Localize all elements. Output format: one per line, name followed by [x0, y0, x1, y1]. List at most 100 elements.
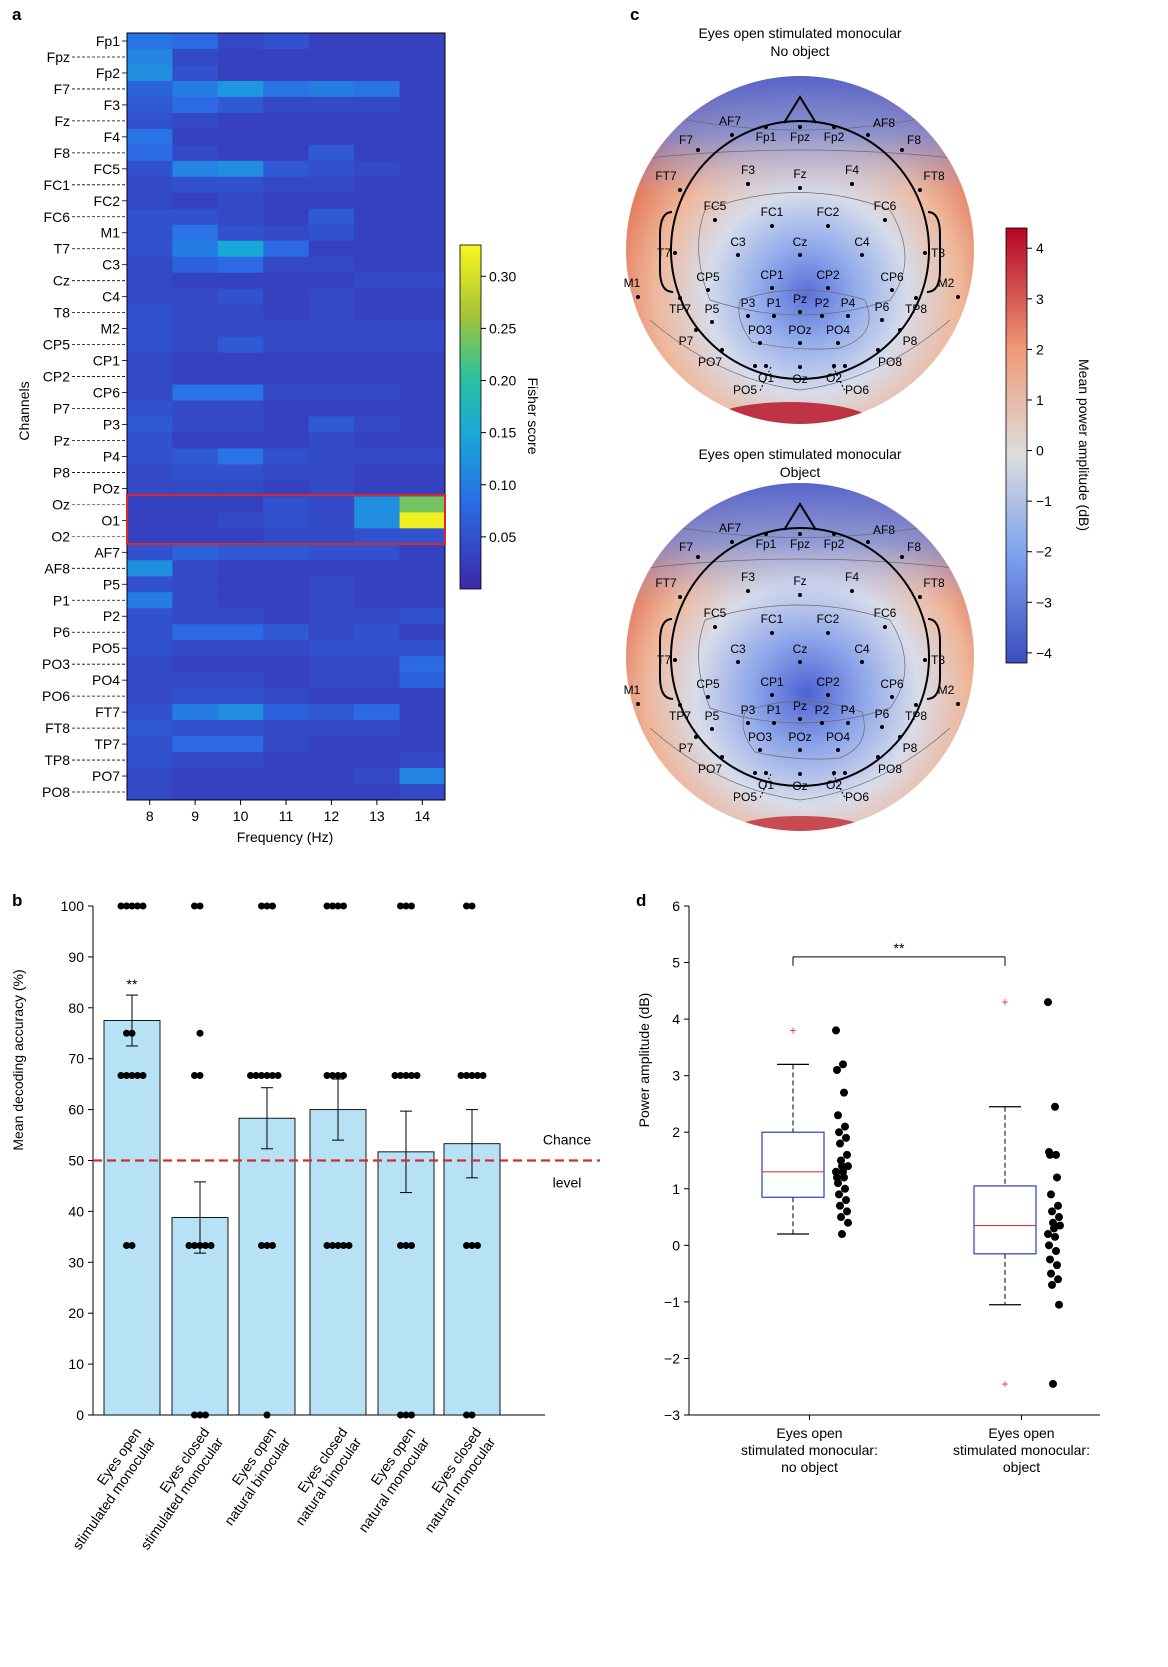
electrode-dot	[836, 748, 840, 752]
heatmap-cell	[399, 560, 446, 577]
heatmap-cell	[172, 720, 219, 737]
heatmap-cell	[217, 560, 264, 577]
heatmap-cell	[399, 80, 446, 98]
heatmap-cell	[263, 480, 310, 497]
heatmap-cell	[308, 176, 355, 194]
data-point	[128, 1242, 136, 1250]
data-point	[1055, 1213, 1063, 1222]
colorbar-tick-label: −1	[1036, 493, 1052, 509]
heatmap-cell	[263, 784, 310, 801]
heatmap-cell	[308, 224, 355, 242]
electrode-dot	[798, 186, 802, 190]
electrode-dot	[706, 288, 710, 292]
electrode-dot	[746, 314, 750, 318]
electrode-label: CP2	[816, 675, 840, 689]
heatmap-cell	[308, 496, 355, 513]
data-point	[1053, 1261, 1061, 1270]
heatmap-cell	[217, 592, 264, 609]
category-label-line: stimulated monocular:	[741, 1442, 878, 1458]
data-point	[1044, 998, 1052, 1007]
electrode-dot	[673, 658, 677, 662]
electrode-dot	[832, 771, 836, 775]
electrode-label: T8	[931, 653, 945, 667]
channel-label: FC5	[94, 161, 121, 177]
heatmap-cell	[172, 512, 219, 529]
heatmap-cell	[172, 560, 219, 577]
channel-label: Fz	[54, 113, 70, 129]
heatmap-cell	[127, 128, 173, 146]
electrode-dot	[876, 755, 880, 759]
data-point	[391, 1071, 399, 1079]
electrode-dot	[880, 725, 884, 729]
y-tick-label: −2	[664, 1350, 680, 1366]
heatmap-cell	[172, 352, 219, 369]
electrode-label: M2	[938, 276, 955, 290]
channel-label: P4	[103, 448, 120, 464]
electrode-dot	[850, 182, 854, 186]
electrode-label: CP6	[880, 270, 904, 284]
electrode-dot	[636, 295, 640, 299]
electrode-dot	[720, 348, 724, 352]
data-point	[117, 902, 125, 910]
data-point	[334, 1071, 342, 1079]
heatmap-cell	[263, 608, 310, 625]
colorbar-tick-label: 4	[1036, 240, 1044, 256]
heatmap-cell	[308, 736, 355, 753]
data-point	[840, 1088, 848, 1097]
heatmap-cell	[308, 288, 355, 306]
data-point	[329, 902, 336, 910]
electrode-label: Pz	[793, 292, 807, 306]
electrode-dot	[826, 224, 830, 228]
electrode-dot	[798, 748, 802, 752]
channel-label: O1	[101, 512, 120, 528]
heatmap-cell	[172, 33, 219, 50]
heatmap-cell	[399, 768, 446, 785]
heatmap-cell	[354, 688, 400, 705]
data-point	[1056, 1221, 1064, 1230]
heatmap-cell	[127, 192, 173, 210]
electrode-dot	[798, 125, 802, 129]
data-point	[835, 1190, 843, 1199]
electrode-label: C3	[730, 235, 746, 249]
electrode-label: AF7	[719, 521, 741, 535]
electrode-label: P8	[903, 741, 918, 755]
heatmap-cell	[217, 80, 264, 98]
electrode-label: P4	[841, 296, 856, 310]
electrode-label: CP6	[880, 677, 904, 691]
y-tick-label: 70	[68, 1051, 84, 1067]
heatmap-cell	[263, 176, 310, 194]
channel-label: TP7	[94, 736, 120, 752]
heatmap-cell	[399, 400, 446, 417]
colorbar-tick-label: 0.20	[489, 373, 516, 389]
heatmap-cell	[127, 496, 173, 513]
heatmap-cell	[308, 64, 355, 82]
heatmap-cell	[217, 400, 264, 417]
data-point	[1055, 1300, 1063, 1309]
heatmap-cell	[263, 560, 310, 577]
electrode-label: F4	[845, 570, 859, 584]
y-tick-label: 0	[76, 1407, 84, 1423]
data-point	[842, 1133, 850, 1142]
electrode-dot	[764, 364, 768, 368]
channel-label: PO3	[42, 656, 70, 672]
heatmap-cell	[263, 192, 310, 210]
channel-label: F8	[54, 145, 71, 161]
heatmap-cell	[217, 768, 264, 785]
heatmap-cell	[172, 480, 219, 497]
heatmap-cell	[127, 768, 173, 785]
electrode-dot	[772, 721, 776, 725]
heatmap-cell	[172, 400, 219, 417]
colorbar-a-label: Fisher score	[525, 377, 541, 454]
heatmap-cell	[127, 480, 173, 497]
y-tick-label: 60	[68, 1102, 84, 1118]
x-tick-label: 10	[233, 808, 249, 824]
electrode-label: Fp2	[824, 537, 845, 551]
data-point	[408, 1071, 415, 1079]
colorbar-tick-label: 1	[1036, 392, 1044, 408]
data-point	[258, 1242, 265, 1250]
x-tick-label: 13	[369, 808, 385, 824]
heatmap-cell	[354, 480, 400, 497]
heatmap-cell	[263, 384, 310, 401]
heatmap-cell	[354, 672, 400, 689]
heatmap-cell	[263, 448, 310, 465]
